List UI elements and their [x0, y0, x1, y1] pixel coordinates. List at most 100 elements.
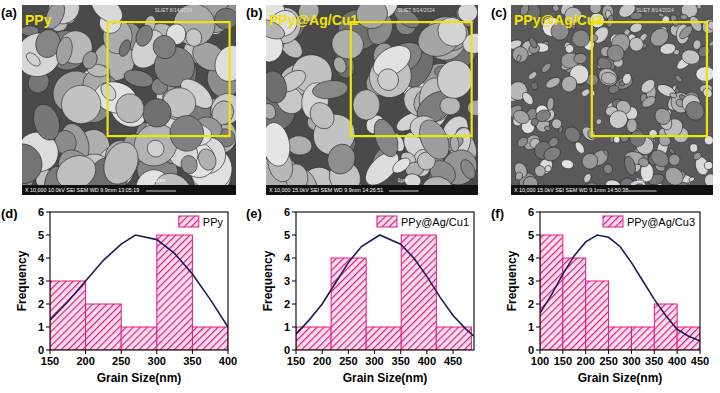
y-tick-label: 2 — [528, 298, 534, 310]
info-text: X 10,000 10.0kV SEI SEM WD 9.9mm 13:05:1… — [25, 187, 139, 193]
legend-label: PPy — [203, 216, 224, 228]
image-content — [511, 5, 713, 195]
grain — [639, 77, 658, 96]
panel-label: (b) — [246, 5, 263, 20]
panel-label: (f) — [491, 206, 504, 221]
info-text: X 10,000 15.0kV SEI SEM WD 9.1mm 14:50:3… — [514, 187, 628, 193]
grain — [311, 79, 349, 101]
y-tick — [536, 258, 540, 259]
x-tick — [192, 350, 193, 354]
grain — [680, 15, 688, 20]
grain — [560, 158, 574, 170]
x-tick-label: 250 — [599, 355, 617, 367]
grain — [512, 160, 530, 179]
grain — [629, 130, 645, 147]
grain — [533, 164, 547, 178]
plot-data — [50, 235, 228, 350]
grain — [696, 5, 702, 10]
plot-data — [296, 235, 474, 350]
grain — [546, 97, 554, 111]
x-tick — [654, 350, 655, 354]
x-tick — [374, 350, 375, 354]
x-tick — [426, 350, 427, 354]
grain — [511, 44, 531, 65]
grain — [580, 124, 599, 143]
grain — [149, 31, 181, 63]
y-tick — [46, 212, 50, 213]
histogram-panel: 1502002503003504000123456Grain Size(nm)F… — [1, 206, 237, 385]
grain — [520, 91, 535, 107]
grain — [682, 98, 708, 124]
grain — [144, 137, 168, 161]
grain — [440, 97, 461, 116]
lab-text: SLIET 8/14/2024 — [397, 7, 435, 13]
image-background — [511, 5, 713, 195]
histogram-bar — [631, 327, 654, 350]
image-content — [266, 5, 478, 195]
y-tick-label: 5 — [38, 229, 44, 241]
y-tick — [46, 327, 50, 328]
grain — [113, 91, 146, 125]
histogram-bar — [609, 327, 632, 350]
x-tick-label: 450 — [691, 355, 709, 367]
grain — [390, 155, 413, 176]
histogram-bar — [121, 327, 157, 350]
x-tick-label: 400 — [219, 355, 237, 367]
x-tick — [348, 350, 349, 354]
x-tick — [50, 350, 51, 354]
x-tick — [677, 350, 678, 354]
histogram-bar — [586, 281, 609, 350]
plot-data — [540, 235, 700, 350]
legend-label: PPy@Ag/Cu1 — [401, 216, 469, 228]
y-tick-label: 6 — [38, 206, 44, 218]
x-axis-title: Grain Size(nm) — [343, 371, 428, 385]
grain — [210, 41, 236, 87]
histogram-bar — [157, 235, 193, 350]
y-tick — [46, 235, 50, 236]
sem-image: X 10,000 15.0kV SEI SEM WD 9.9mm 14:26:5… — [243, 0, 488, 215]
inset-frame — [351, 22, 472, 136]
histogram-panel: 1502002503003504004500123456Grain Size(n… — [246, 206, 474, 385]
x-tick-label: 200 — [313, 355, 331, 367]
y-tick — [292, 235, 296, 236]
grain — [602, 163, 614, 175]
grain — [582, 172, 592, 184]
grain — [689, 143, 698, 153]
y-axis-title: Frequency — [261, 250, 275, 311]
grain — [621, 72, 633, 85]
grain — [622, 155, 637, 177]
grain — [640, 94, 657, 109]
grain — [323, 140, 359, 178]
grain — [547, 136, 560, 149]
grain — [540, 61, 553, 74]
grain — [605, 42, 627, 64]
histogram-panel: 1001502002503003504004500123456Grain Siz… — [491, 206, 709, 385]
y-tick — [292, 327, 296, 328]
y-tick — [292, 304, 296, 305]
x-tick-label: 250 — [112, 355, 130, 367]
histogram-bar — [401, 235, 436, 350]
x-tick-label: 150 — [41, 355, 59, 367]
sem-image: X 10,000 15.0kV SEI SEM WD 9.1mm 14:50:3… — [491, 0, 717, 203]
x-tick — [296, 350, 297, 354]
y-tick-label: 0 — [284, 344, 290, 356]
grain — [544, 165, 552, 172]
grain — [544, 125, 551, 132]
grain — [353, 5, 390, 32]
scale-bar-text: 1μm — [397, 177, 408, 183]
grain — [623, 28, 632, 37]
y-tick-label: 4 — [284, 252, 291, 264]
grain — [511, 108, 531, 127]
grain — [516, 54, 522, 62]
grain — [328, 25, 367, 63]
x-tick — [322, 350, 323, 354]
legend-label: PPy@Ag/Cu3 — [627, 216, 695, 228]
x-tick — [562, 350, 563, 354]
y-tick-label: 1 — [38, 321, 44, 333]
grain — [375, 66, 401, 93]
grain — [184, 27, 203, 48]
grain — [61, 85, 101, 124]
fit-curve — [50, 235, 228, 327]
y-tick — [536, 212, 540, 213]
y-tick — [46, 281, 50, 282]
